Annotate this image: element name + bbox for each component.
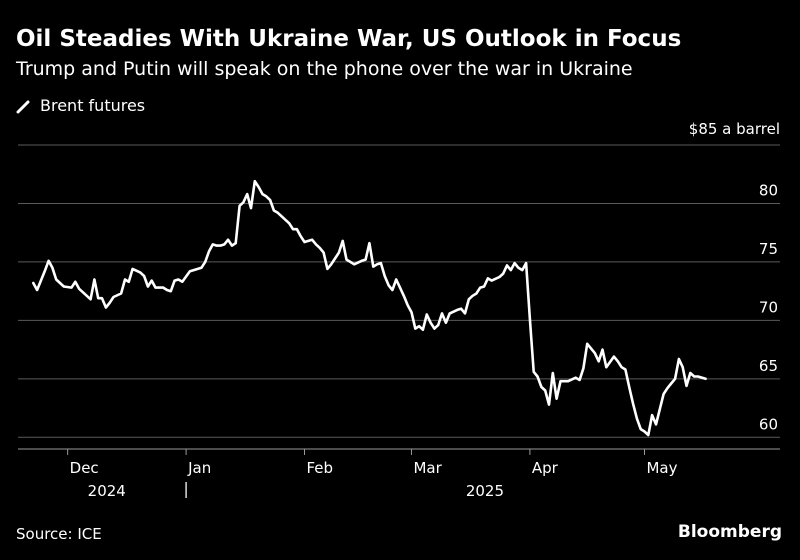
y-tick-label-80: 80 [759, 181, 778, 199]
y-unit-label: $85 a barrel [688, 120, 780, 138]
x-tick-label-Apr: Apr [532, 459, 559, 477]
source-note: Source: ICE [16, 525, 102, 543]
chart-subtitle: Trump and Putin will speak on the phone … [16, 58, 633, 80]
x-tick-label-Jan: Jan [187, 459, 211, 477]
brand-logo: Bloomberg [677, 522, 782, 542]
legend-label: Brent futures [40, 96, 146, 115]
legend: Brent futures [16, 96, 145, 115]
series-line-brent-futures [31, 179, 707, 437]
y-tick-label-60: 60 [759, 415, 778, 433]
year-label-2024: 2024 [88, 482, 126, 500]
x-tick-label-Mar: Mar [413, 459, 442, 477]
x-tick-label-Feb: Feb [307, 459, 334, 477]
y-tick-label-70: 70 [759, 298, 778, 316]
x-tick-label-May: May [646, 459, 677, 477]
line-swatch-icon [16, 99, 30, 113]
y-tick-label-65: 65 [759, 357, 778, 375]
year-label-2025: 2025 [466, 482, 504, 500]
y-tick-label-75: 75 [759, 240, 778, 258]
x-tick-label-Dec: Dec [70, 459, 99, 477]
chart-title: Oil Steadies With Ukraine War, US Outloo… [16, 26, 682, 52]
